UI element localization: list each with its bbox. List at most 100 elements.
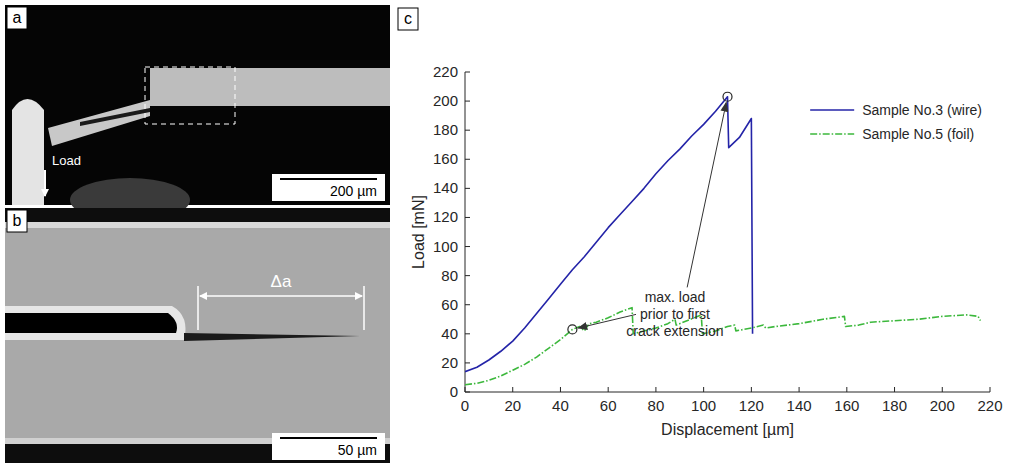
x-tick — [703, 387, 704, 392]
annotation-marker — [568, 325, 577, 334]
figure: Load a 200 µm Δa b 50 µm c 0 20 40 60 80 100 120 140 16… — [0, 0, 1014, 469]
image-background — [5, 208, 390, 463]
panel-label-box — [7, 7, 27, 29]
load-label: Load — [52, 153, 81, 168]
crack-dimension: Δa — [198, 272, 364, 330]
zoom-frame — [145, 67, 235, 124]
x-tick — [942, 387, 943, 392]
y-tick — [465, 333, 470, 334]
y-axis-title: Load [mN] — [410, 195, 427, 269]
x-tick — [560, 387, 561, 392]
dimension-tick — [363, 286, 365, 330]
scale-bar-text: 50 µm — [338, 442, 377, 458]
x-tick-label: 40 — [552, 397, 569, 414]
x-tick — [465, 387, 466, 392]
panel-label: b — [7, 210, 27, 232]
micrograph-b: Δa — [5, 208, 390, 463]
panel-letter: a — [13, 9, 22, 26]
micrograph-a: Load — [5, 5, 390, 222]
annotation-text: prior to first — [640, 306, 710, 322]
annotation-arrow — [687, 103, 726, 288]
y-tick — [465, 159, 470, 160]
x-tick — [799, 387, 800, 392]
dimension-line — [200, 295, 362, 297]
x-tick — [894, 387, 895, 392]
x-tick-label: 180 — [882, 397, 907, 414]
y-tick — [465, 130, 470, 131]
indenter — [12, 99, 44, 205]
axes: 0204060801001201401601802002200204060801… — [410, 63, 1003, 438]
x-tick-label: 100 — [691, 397, 716, 414]
panel-letter: c — [404, 10, 412, 27]
legend-label: Sample No.5 (foil) — [862, 126, 974, 142]
y-tick-label: 80 — [441, 267, 458, 284]
x-tick-label: 200 — [930, 397, 955, 414]
load-arrow — [44, 170, 46, 196]
annotation-text: max. load — [645, 289, 706, 305]
x-tick-label: 20 — [504, 397, 521, 414]
dimension-tick — [197, 286, 199, 330]
crack — [184, 333, 360, 341]
x-tick — [990, 387, 991, 392]
y-tick — [465, 392, 470, 393]
scale-bar-line — [280, 178, 377, 180]
beam-section — [5, 222, 390, 444]
y-tick-label: 100 — [433, 238, 458, 255]
annotation: max. loadprior to firstcrack extension — [568, 92, 732, 339]
legend-swatch — [810, 133, 854, 135]
beam — [150, 68, 390, 106]
notch — [80, 108, 150, 126]
y-tick — [465, 304, 470, 305]
y-axis-line — [465, 72, 466, 392]
dimension-label: Δa — [271, 272, 292, 291]
notch-rim — [5, 306, 186, 340]
x-tick — [608, 387, 609, 392]
x-tick-label: 140 — [787, 397, 812, 414]
y-tick — [465, 188, 470, 189]
x-axis-line — [465, 392, 990, 393]
y-tick — [465, 101, 470, 102]
scale-bar: 200 µm — [272, 174, 385, 201]
y-tick-label: 60 — [441, 296, 458, 313]
scale-bar-box — [272, 433, 385, 460]
chart: 0204060801001201401601802002200204060801… — [410, 63, 1003, 438]
panel-label: a — [7, 7, 27, 29]
panel-letter: b — [13, 212, 22, 229]
x-axis-title: Displacement [µm] — [661, 421, 794, 438]
y-tick — [465, 217, 470, 218]
x-tick — [751, 387, 752, 392]
legend: Sample No.3 (wire)Sample No.5 (foil) — [810, 102, 982, 142]
scale-bar-box — [272, 174, 385, 201]
scale-bar-line — [280, 437, 377, 439]
y-tick — [465, 246, 470, 247]
y-tick-label: 200 — [433, 92, 458, 109]
y-tick-label: 140 — [433, 179, 458, 196]
beam-edge — [5, 222, 390, 228]
notch — [5, 313, 177, 333]
y-tick-label: 40 — [441, 325, 458, 342]
y-tick — [465, 275, 470, 276]
annotation-marker — [723, 92, 732, 101]
annotation-arrow — [578, 314, 636, 328]
legend-swatch — [810, 109, 854, 111]
panel-label-box — [7, 210, 27, 232]
y-tick-label: 120 — [433, 208, 458, 225]
y-tick-label: 20 — [441, 354, 458, 371]
x-tick — [846, 387, 847, 392]
cantilever — [48, 100, 150, 146]
x-tick-label: 0 — [461, 397, 469, 414]
y-tick-label: 180 — [433, 121, 458, 138]
plot-area — [465, 97, 980, 385]
annotation-text: crack extension — [626, 323, 723, 339]
x-tick-label: 60 — [600, 397, 617, 414]
x-tick-label: 220 — [977, 397, 1002, 414]
y-tick — [465, 72, 470, 73]
x-tick-label: 120 — [739, 397, 764, 414]
y-tick-label: 160 — [433, 150, 458, 167]
y-tick-label: 0 — [450, 383, 458, 400]
image-background — [5, 5, 390, 205]
y-tick — [465, 362, 470, 363]
x-tick-label: 160 — [834, 397, 859, 414]
x-tick — [512, 387, 513, 392]
y-tick-label: 220 — [433, 63, 458, 80]
